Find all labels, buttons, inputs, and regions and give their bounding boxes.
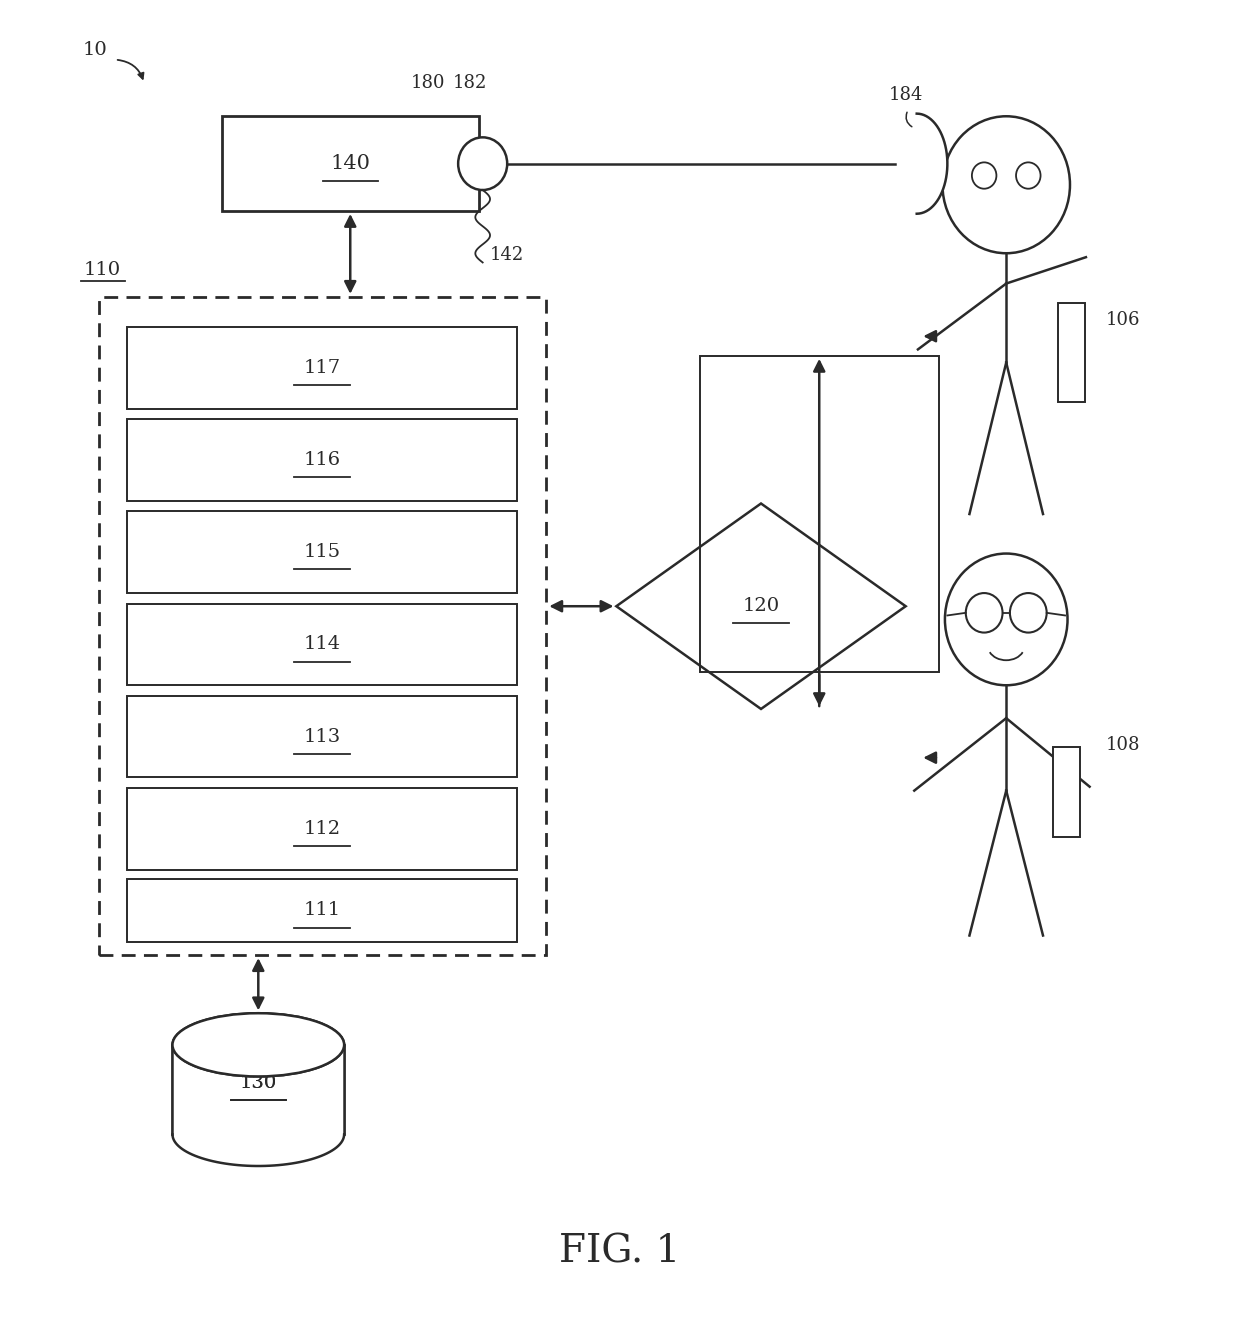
Text: 116: 116 (304, 451, 341, 469)
Ellipse shape (172, 1013, 345, 1077)
Circle shape (1009, 594, 1047, 632)
Text: FIG. 1: FIG. 1 (559, 1233, 681, 1270)
Text: 111: 111 (304, 901, 341, 920)
Text: 184: 184 (889, 87, 923, 104)
Text: 120: 120 (743, 598, 780, 615)
Circle shape (458, 137, 507, 190)
Circle shape (1016, 162, 1040, 189)
Bar (128, 788, 517, 869)
Bar (99, 297, 547, 956)
Text: 115: 115 (304, 543, 341, 562)
Polygon shape (616, 503, 905, 709)
Text: 140: 140 (330, 154, 371, 173)
Bar (222, 116, 479, 212)
Text: 130: 130 (239, 1074, 277, 1091)
Bar (128, 419, 517, 500)
Text: 10: 10 (83, 41, 108, 60)
Bar (699, 355, 939, 672)
Text: 112: 112 (304, 820, 341, 837)
Bar (128, 603, 517, 685)
Text: 130: 130 (239, 1074, 277, 1091)
Circle shape (966, 594, 1003, 632)
Text: 106: 106 (1105, 311, 1140, 329)
Text: 117: 117 (304, 359, 341, 377)
Circle shape (972, 162, 997, 189)
Polygon shape (916, 113, 947, 214)
Text: 113: 113 (304, 728, 341, 745)
Bar (128, 696, 517, 777)
Text: 110: 110 (84, 261, 122, 280)
Text: 180: 180 (410, 75, 445, 92)
Text: 182: 182 (454, 75, 487, 92)
Circle shape (942, 116, 1070, 253)
Circle shape (945, 554, 1068, 685)
Bar (128, 878, 517, 942)
Text: 142: 142 (490, 245, 525, 264)
Bar (128, 327, 517, 409)
Ellipse shape (172, 1013, 345, 1077)
Text: 108: 108 (1105, 736, 1140, 753)
Bar (1053, 747, 1080, 837)
Bar (128, 511, 517, 594)
Text: 114: 114 (304, 635, 341, 654)
Bar (1058, 303, 1085, 402)
